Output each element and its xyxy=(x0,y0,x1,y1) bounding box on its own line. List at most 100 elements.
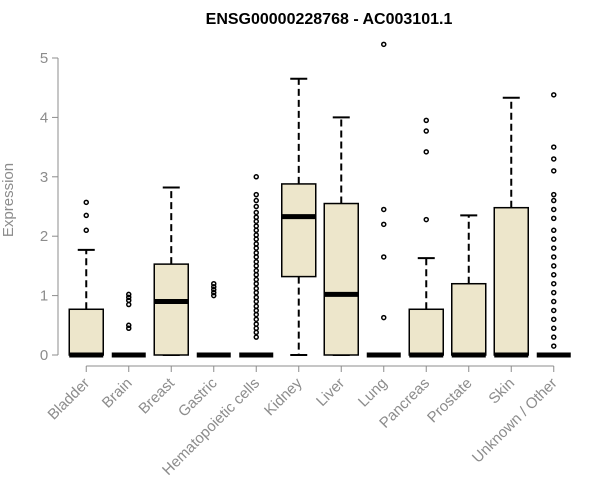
outlier-point xyxy=(253,218,259,225)
y-axis: 0 1 2 3 4 5 xyxy=(40,50,59,364)
outlier-point xyxy=(83,212,89,219)
iqr-box xyxy=(153,263,189,356)
outlier-point xyxy=(253,223,259,229)
outlier-point xyxy=(551,289,557,296)
outlier-point xyxy=(253,191,259,198)
outlier-point xyxy=(253,294,259,301)
box-prostate xyxy=(451,214,487,358)
outlier-point xyxy=(126,291,132,298)
outlier-point xyxy=(551,307,557,314)
outlier-point xyxy=(423,216,429,223)
outlier-point xyxy=(253,276,259,283)
outlier-point xyxy=(253,214,259,220)
box-unknown-other xyxy=(536,92,571,358)
outlier-point xyxy=(211,283,217,290)
iqr-box xyxy=(408,308,444,356)
outlier-point xyxy=(551,316,557,323)
outlier-point xyxy=(253,267,259,274)
outlier-point xyxy=(253,334,259,340)
outlier-point xyxy=(551,227,557,234)
y-tick-label: 1 xyxy=(40,288,48,305)
outlier-point xyxy=(253,203,259,210)
outlier-point xyxy=(253,197,259,204)
box-breast xyxy=(153,186,189,356)
iqr-box xyxy=(281,183,317,278)
box-gastric xyxy=(196,280,231,358)
outlier-point xyxy=(551,325,557,332)
outlier-point xyxy=(253,209,259,216)
outlier-point xyxy=(551,298,557,305)
outlier-point xyxy=(381,254,387,260)
outlier-point xyxy=(83,227,89,234)
box-pancreas xyxy=(408,117,444,358)
outlier-point xyxy=(211,280,217,287)
x-tick-label: Liver xyxy=(313,375,348,410)
outlier-point xyxy=(423,117,429,124)
outlier-point xyxy=(253,311,259,318)
outlier-point xyxy=(551,272,557,278)
outlier-point xyxy=(551,280,557,287)
iqr-box xyxy=(68,308,104,356)
outlier-point xyxy=(253,316,259,323)
outlier-point xyxy=(423,149,429,155)
chart-title: ENSG00000228768 - AC003101.1 xyxy=(206,11,453,28)
outlier-point xyxy=(253,263,259,269)
outlier-point xyxy=(253,258,259,265)
outlier-point xyxy=(211,286,217,293)
x-tick-label: Kidney xyxy=(261,374,306,419)
outlier-point xyxy=(253,272,259,278)
outlier-point xyxy=(551,215,557,222)
iqr-box xyxy=(451,282,487,356)
outlier-point xyxy=(551,334,557,340)
x-tick-label: Skin xyxy=(485,375,518,408)
outlier-point xyxy=(253,289,259,296)
outlier-point xyxy=(83,199,89,206)
box-hematopoietic-cells xyxy=(239,174,274,358)
outlier-point xyxy=(253,307,259,314)
outlier-point xyxy=(551,156,557,162)
outlier-point xyxy=(551,245,557,251)
outlier-point xyxy=(551,92,557,98)
y-axis-label: Expression xyxy=(0,163,17,237)
outlier-point xyxy=(253,329,259,336)
box-lung xyxy=(366,41,401,358)
outlier-point xyxy=(381,221,387,228)
outlier-point xyxy=(211,289,217,296)
outlier-point xyxy=(253,232,259,238)
outlier-point xyxy=(253,285,259,292)
box-brain xyxy=(111,291,146,358)
x-tick-label: Bladder xyxy=(44,375,93,424)
y-tick-label: 3 xyxy=(40,169,48,186)
outlier-point xyxy=(551,168,557,174)
box-liver xyxy=(323,116,359,356)
outlier-point xyxy=(253,227,259,234)
iqr-box xyxy=(323,202,359,356)
box-skin xyxy=(493,96,529,358)
outlier-point xyxy=(381,314,387,321)
outlier-point xyxy=(551,343,557,349)
outlier-point xyxy=(551,191,557,198)
outlier-point xyxy=(126,325,132,332)
y-tick-label: 0 xyxy=(40,347,48,364)
outlier-point xyxy=(126,301,132,308)
outlier-point xyxy=(211,292,217,299)
x-tick-label: Brain xyxy=(99,375,136,412)
outlier-point xyxy=(253,303,259,310)
outlier-point xyxy=(253,250,259,256)
outlier-point xyxy=(253,236,259,242)
outlier-point xyxy=(253,280,259,287)
outlier-point xyxy=(253,298,259,305)
y-tick-label: 5 xyxy=(40,50,48,67)
outlier-point xyxy=(551,144,557,150)
outlier-point xyxy=(126,294,132,301)
outlier-point xyxy=(253,325,259,332)
outlier-point xyxy=(253,245,259,251)
boxes-layer xyxy=(68,41,571,358)
outlier-point xyxy=(126,322,132,329)
outlier-point xyxy=(126,297,132,304)
box-bladder xyxy=(68,199,104,358)
outlier-point xyxy=(551,263,557,269)
outlier-point xyxy=(381,41,387,48)
